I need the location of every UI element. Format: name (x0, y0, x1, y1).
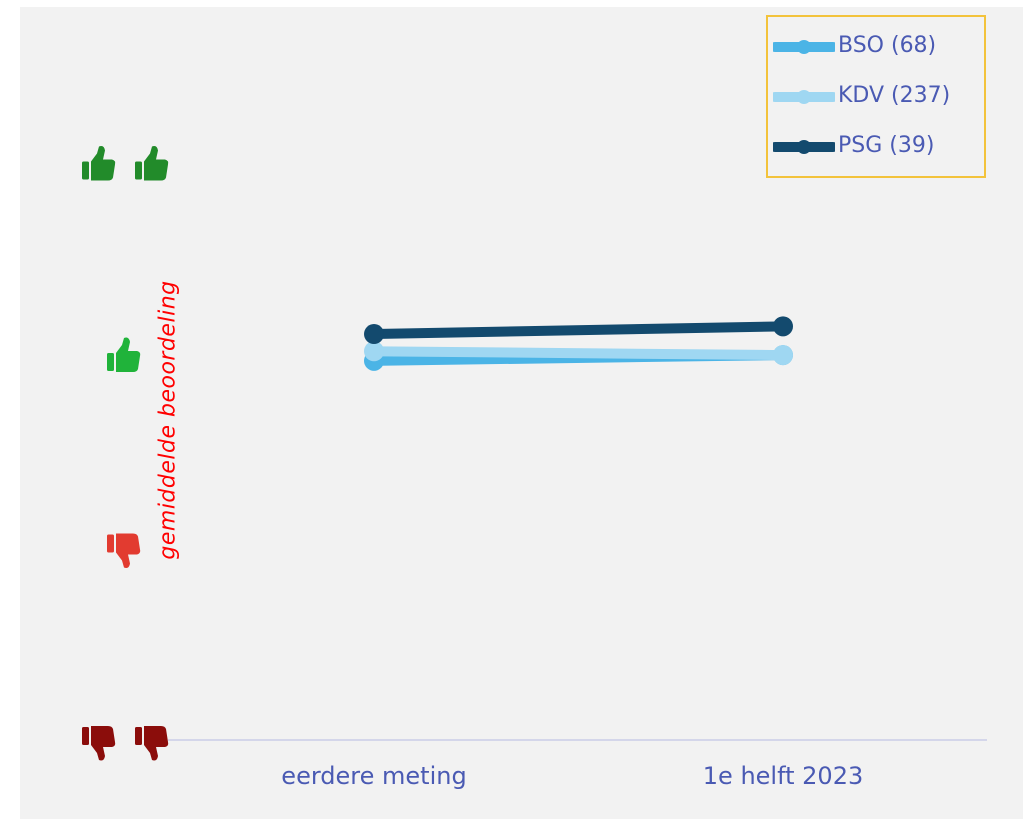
double-thumbs-down-icon-right (135, 726, 169, 761)
data-point-psg-0 (364, 324, 384, 345)
legend-item-kdv: KDV (237) (768, 77, 986, 117)
legend-item-psg: PSG (39) (768, 127, 986, 167)
data-point-kdv-1 (773, 345, 793, 366)
legend-swatch-psg (773, 140, 835, 154)
legend-marker-bso (797, 40, 811, 54)
series-line-psg (369, 321, 788, 340)
legend: BSO (68) KDV (237) PSG (39) (766, 15, 986, 178)
data-point-psg-1 (773, 316, 793, 337)
y-axis-label: gemiddelde beoordeling (155, 280, 181, 560)
legend-marker-kdv (797, 90, 811, 104)
series-line-kdv (369, 346, 788, 361)
legend-marker-psg (797, 140, 811, 154)
legend-label-bso: BSO (68) (838, 33, 937, 58)
thumbs-up-icon (107, 337, 141, 372)
x-tick-label-1e-helft-2023: 1e helft 2023 (702, 762, 864, 790)
legend-item-bso: BSO (68) (768, 27, 986, 67)
thumbs-down-icon (107, 533, 141, 568)
x-tick-label-eerdere-meting: eerdere meting (281, 762, 467, 790)
double-thumbs-up-icon-right (135, 146, 169, 181)
double-thumbs-down-icon-left (82, 726, 116, 761)
legend-swatch-bso (773, 40, 835, 54)
double-thumbs-up-icon-left (82, 146, 116, 181)
data-point-kdv-0 (364, 341, 384, 362)
chart-area (20, 7, 1023, 819)
legend-label-kdv: KDV (237) (838, 83, 951, 108)
legend-label-psg: PSG (39) (838, 133, 935, 158)
legend-swatch-kdv (773, 90, 835, 104)
